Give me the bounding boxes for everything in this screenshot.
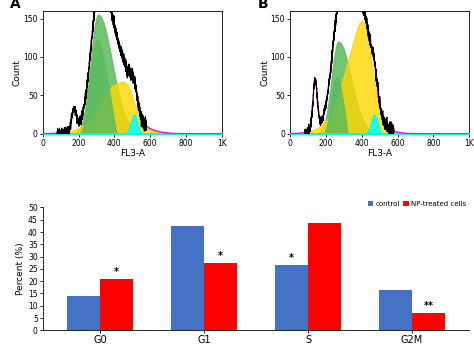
Text: B: B (258, 0, 268, 11)
Legend: control, NP-treated cells: control, NP-treated cells (365, 198, 469, 210)
Bar (412, 313, 446, 330)
Bar (275, 265, 308, 330)
Text: A: A (10, 0, 21, 11)
X-axis label: FL3-A: FL3-A (367, 149, 392, 158)
Bar (66, 296, 100, 330)
Y-axis label: Percent (%): Percent (%) (16, 242, 25, 295)
Text: *: * (114, 267, 119, 277)
Bar (379, 290, 412, 330)
Text: *: * (289, 253, 294, 263)
Text: **: ** (424, 301, 434, 311)
Bar (171, 226, 204, 330)
Text: *: * (218, 251, 223, 261)
Bar (308, 224, 341, 330)
Y-axis label: Count: Count (13, 59, 22, 86)
X-axis label: FL3-A: FL3-A (120, 149, 145, 158)
Bar (100, 279, 133, 330)
Bar (204, 263, 237, 330)
Y-axis label: Count: Count (260, 59, 269, 86)
